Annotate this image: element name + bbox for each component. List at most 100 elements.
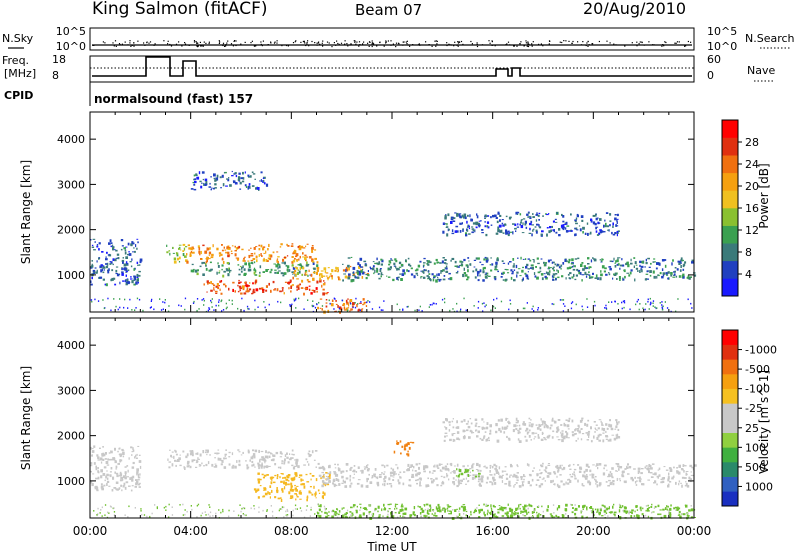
noise-sample xyxy=(367,42,369,44)
noise-sample xyxy=(250,42,252,44)
noise-sample xyxy=(251,40,253,42)
noise-sample xyxy=(527,45,530,48)
echo-region xyxy=(186,243,319,264)
power-axes: 1000 2000 3000 4000 xyxy=(57,112,695,312)
power-echoes xyxy=(90,170,697,314)
near-range-scatter xyxy=(90,297,693,313)
noise-sample xyxy=(636,41,638,43)
station-title: King Salmon (fitACF) xyxy=(92,0,268,19)
velocity-ylabel: Slant Range [km] xyxy=(19,366,33,470)
noise-sample xyxy=(397,42,400,44)
noise-sample xyxy=(253,45,255,47)
noise-sample xyxy=(346,43,348,45)
y-tick-label: 2000 xyxy=(57,430,85,443)
noise-sample xyxy=(387,40,389,42)
noise-tick-lo-right: 10^0 xyxy=(707,40,737,53)
noise-sample xyxy=(531,45,533,47)
echo-region xyxy=(90,238,143,287)
x-axis-label: Time UT xyxy=(366,540,417,554)
noise-sample xyxy=(274,41,276,43)
noise-sample xyxy=(506,43,508,45)
echo-region xyxy=(342,256,697,283)
colorbar-swatch xyxy=(722,190,738,209)
noise-sample xyxy=(586,42,588,44)
noise-sample xyxy=(470,40,472,43)
noise-sample xyxy=(363,41,365,43)
noise-sample xyxy=(690,41,692,43)
noise-sample xyxy=(457,45,459,47)
noise-sample xyxy=(154,43,156,45)
noise-sample xyxy=(587,45,589,47)
noise-sample xyxy=(435,45,437,47)
noise-sample xyxy=(115,45,117,47)
noise-tick-lo-left: 10^0 xyxy=(56,40,86,53)
noise-sample xyxy=(526,45,528,47)
freq-tick-lo: 8 xyxy=(52,69,59,82)
colorbar-swatch xyxy=(722,432,738,448)
noise-sample xyxy=(425,41,427,43)
noise-sample xyxy=(661,45,663,47)
noise-sample xyxy=(435,40,437,42)
noise-sample xyxy=(513,45,515,47)
velocity-colorbar-label: Velocity [m s^-1] xyxy=(757,370,771,474)
noise-sample xyxy=(121,43,123,45)
noise-sample xyxy=(663,45,665,47)
noise-sample xyxy=(333,42,335,44)
noise-sample xyxy=(385,42,387,44)
colorbar-tick-label: 16 xyxy=(745,202,759,215)
noise-sample xyxy=(195,41,197,43)
noise-sample xyxy=(532,41,534,43)
noise-sample xyxy=(197,45,199,47)
noise-sample xyxy=(561,41,563,44)
colorbar-tick-label: -1000 xyxy=(745,344,777,357)
noise-sample xyxy=(549,40,551,42)
noise-sample xyxy=(587,41,589,43)
noise-sample xyxy=(331,46,333,48)
noise-sample xyxy=(525,42,527,44)
noise-sample xyxy=(193,40,196,42)
noise-sample xyxy=(372,42,374,44)
noise-sample xyxy=(314,42,316,44)
noise-sample xyxy=(371,43,373,45)
echo-region xyxy=(442,417,621,443)
noise-tick-hi-right: 10^5 xyxy=(707,25,737,38)
noise-sample xyxy=(457,42,460,44)
noise-sample xyxy=(225,45,227,47)
noise-sample xyxy=(319,43,321,45)
colorbar-tick-label: 28 xyxy=(745,136,759,149)
noise-sample xyxy=(687,40,689,43)
colorbar-tick-label: 20 xyxy=(745,180,759,193)
noise-sample xyxy=(354,40,356,42)
noise-sample xyxy=(371,40,373,42)
noise-sample xyxy=(548,43,550,45)
colorbar-swatch xyxy=(722,137,738,156)
colorbar-tick-label: 12 xyxy=(745,224,759,237)
power-ylabel: Slant Range [km] xyxy=(19,160,33,264)
noise-sample xyxy=(409,45,411,47)
colorbar-swatch xyxy=(722,208,738,226)
noise-sample xyxy=(631,42,633,44)
x-tick-label: 00:00 xyxy=(73,524,108,538)
x-tick-label: 16:00 xyxy=(475,524,510,538)
noise-sample xyxy=(178,41,180,43)
x-axis: 00:00 04:00 08:00 12:00 16:00 20:00 00:00 xyxy=(73,524,712,538)
noise-sample xyxy=(609,42,611,44)
noise-sample xyxy=(358,45,360,47)
noise-sample xyxy=(403,41,405,43)
noise-sample xyxy=(402,41,404,43)
colorbar-swatch xyxy=(722,462,738,477)
noise-sample xyxy=(197,42,199,44)
y-tick-label: 3000 xyxy=(57,384,85,397)
noise-sample xyxy=(568,40,570,42)
colorbar-swatch xyxy=(722,344,738,360)
noise-sample xyxy=(184,43,187,45)
colorbar-swatch xyxy=(722,330,738,345)
freq-trace xyxy=(92,56,692,77)
noise-sample xyxy=(235,40,237,42)
colorbar-tick-label: 25 xyxy=(745,422,759,435)
noise-sample xyxy=(102,41,104,43)
noise-sample xyxy=(143,42,145,44)
colorbar-swatch xyxy=(722,120,738,138)
noise-sample xyxy=(114,40,117,42)
